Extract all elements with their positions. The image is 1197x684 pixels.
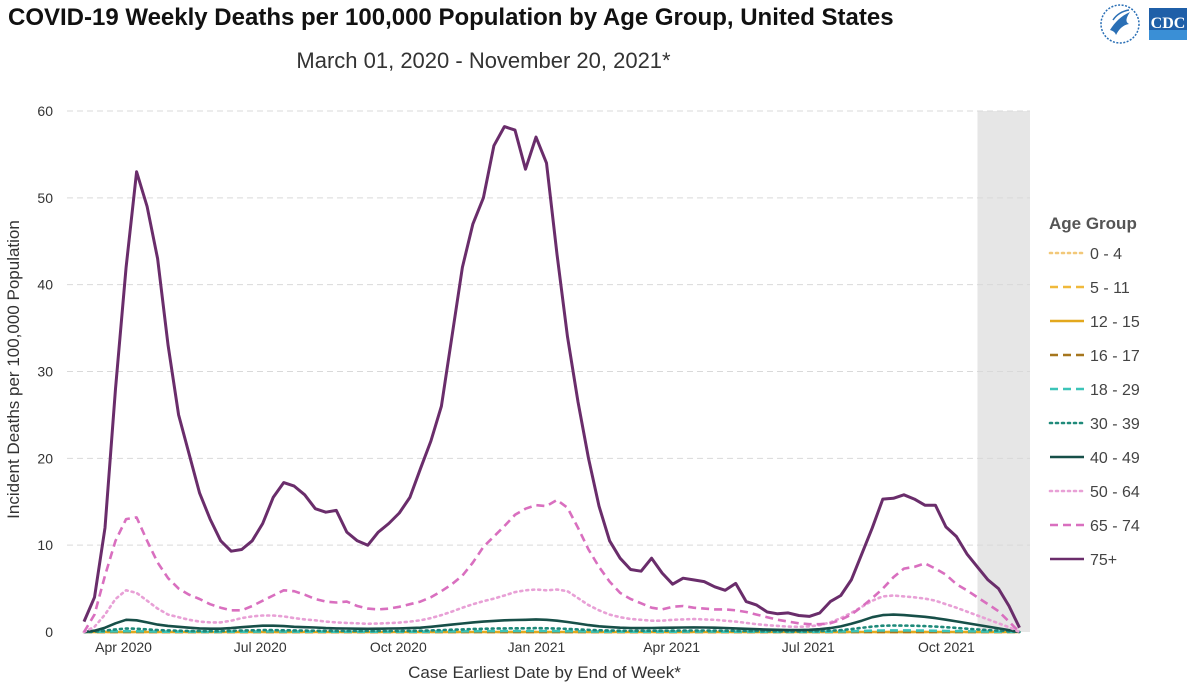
y-tick-label: 50 xyxy=(37,190,53,206)
legend-label-75plus: 75+ xyxy=(1090,552,1117,569)
series-line-75plus xyxy=(82,125,1021,629)
legend-label-50-64: 50 - 64 xyxy=(1090,484,1140,501)
legend-label-12-15: 12 - 15 xyxy=(1090,314,1140,331)
series-line-30-39 xyxy=(82,624,1021,634)
y-tick-labels: 0 10 20 30 40 50 60 xyxy=(37,103,53,640)
legend-label-18-29: 18 - 29 xyxy=(1090,382,1140,399)
y-tick-label: 10 xyxy=(37,537,53,553)
cdc-badge-icon: CDC xyxy=(1149,8,1187,40)
series-line-40-49 xyxy=(83,613,1020,634)
y-tick-label: 20 xyxy=(37,450,53,466)
legend-label-5-11: 5 - 11 xyxy=(1090,280,1130,297)
chart-title: COVID-19 Weekly Deaths per 100,000 Popul… xyxy=(8,4,894,31)
legend-label-30-39: 30 - 39 xyxy=(1090,416,1140,433)
series-line-65-74 xyxy=(82,498,1021,633)
x-tick-label: Apr 2021 xyxy=(643,639,700,655)
hhs-eagle-icon xyxy=(1100,4,1140,44)
x-tick-label: Jul 2021 xyxy=(782,639,835,655)
x-tick-label: Oct 2021 xyxy=(918,639,975,655)
x-tick-label: Apr 2020 xyxy=(95,639,152,655)
chart-subtitle: March 01, 2020 - November 20, 2021* xyxy=(296,48,671,73)
x-tick-label: Jul 2020 xyxy=(234,639,287,655)
legend-label-0-4: 0 - 4 xyxy=(1090,246,1122,263)
series-layer xyxy=(82,125,1021,634)
x-axis-label: Case Earliest Date by End of Week* xyxy=(408,663,681,682)
legend: Age Group 0 - 4 5 - 11 12 - 15 16 - 17 18 - … xyxy=(1048,214,1140,569)
legend-label-65-74: 65 - 74 xyxy=(1090,518,1140,535)
grid-layer xyxy=(67,110,1030,546)
y-tick-label: 60 xyxy=(37,103,53,119)
legend-label-40-49: 40 - 49 xyxy=(1090,450,1140,467)
y-tick-label: 0 xyxy=(45,624,53,640)
y-tick-label: 30 xyxy=(37,364,53,380)
legend-label-16-17: 16 - 17 xyxy=(1090,348,1140,365)
x-tick-labels: Apr 2020 Jul 2020 Oct 2020 Jan 2021 Apr 2021… xyxy=(95,639,975,655)
series-line-50-64 xyxy=(82,588,1021,634)
x-tick-label: Oct 2020 xyxy=(370,639,427,655)
svg-text:CDC: CDC xyxy=(1151,15,1186,32)
y-tick-label: 40 xyxy=(37,277,53,293)
x-tick-label: Jan 2021 xyxy=(508,639,566,655)
legend-title: Age Group xyxy=(1049,214,1137,233)
cdc-logo: CDC xyxy=(1100,4,1187,44)
y-axis-label: Incident Deaths per 100,000 Population xyxy=(4,220,23,519)
